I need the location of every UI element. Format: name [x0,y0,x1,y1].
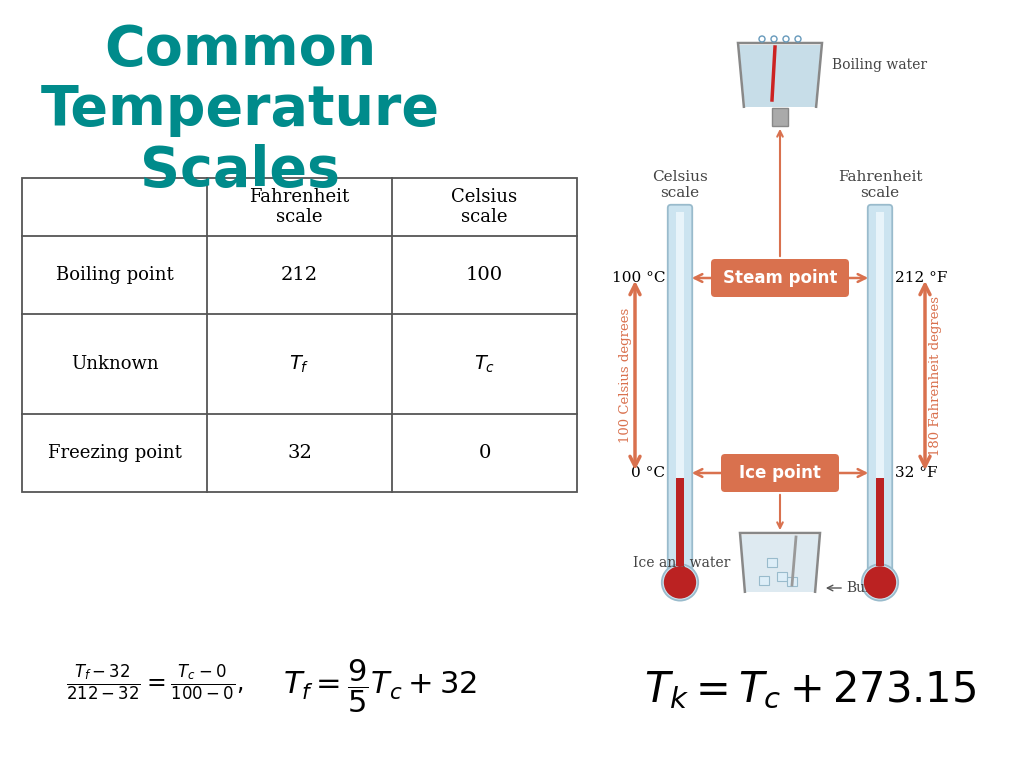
Text: Boiling point: Boiling point [55,266,173,284]
Bar [777,572,787,581]
Text: Ice and water: Ice and water [633,556,730,570]
FancyBboxPatch shape [668,205,692,571]
Text: Fahrenheit
scale: Fahrenheit scale [250,187,349,227]
FancyBboxPatch shape [711,259,849,297]
Text: $T_f$: $T_f$ [290,353,309,375]
Bar [676,478,684,566]
Text: 32: 32 [287,444,312,462]
Circle shape [664,566,696,598]
Text: Bulb: Bulb [846,581,879,595]
FancyBboxPatch shape [721,454,839,492]
Circle shape [864,566,896,598]
Bar [787,577,797,586]
Text: 100 Celsius degrees: 100 Celsius degrees [618,308,632,443]
Text: 100 °C: 100 °C [611,271,665,285]
Circle shape [862,564,898,601]
Bar [767,558,777,567]
Bar [759,576,769,585]
Text: Celsius
scale: Celsius scale [452,187,517,227]
Text: Boiling water: Boiling water [831,58,927,72]
Text: 0: 0 [478,444,490,462]
Text: $\frac{T_f - 32}{212 - 32} = \frac{T_c - 0}{100 - 0},$: $\frac{T_f - 32}{212 - 32} = \frac{T_c -… [67,663,244,703]
Circle shape [662,564,698,601]
Text: $T_f = \dfrac{9}{5}T_c + 32$: $T_f = \dfrac{9}{5}T_c + 32$ [283,657,477,715]
Bar [876,212,884,564]
Text: 0 °C: 0 °C [631,466,665,480]
FancyBboxPatch shape [867,205,892,571]
Text: Unknown: Unknown [71,355,159,373]
Text: Fahrenheit
scale: Fahrenheit scale [838,170,923,200]
Polygon shape [741,535,819,592]
Polygon shape [739,45,821,107]
Bar [676,212,684,564]
Text: 100: 100 [466,266,503,284]
Text: Freezing point: Freezing point [47,444,181,462]
Text: Ice point: Ice point [739,464,821,482]
Text: Common
Temperature
Scales: Common Temperature Scales [41,23,439,197]
Bar [22,178,577,492]
Text: 180 Fahrenheit degrees: 180 Fahrenheit degrees [929,296,941,455]
Bar [772,108,788,126]
Bar [876,478,884,566]
Text: Steam point: Steam point [723,269,838,287]
Text: $T_k = T_c + 273.15$: $T_k = T_c + 273.15$ [644,669,976,711]
Text: 212 °F: 212 °F [895,271,947,285]
Text: 212: 212 [281,266,318,284]
Text: $T_c$: $T_c$ [474,353,496,375]
Text: 32 °F: 32 °F [895,466,938,480]
Text: Celsius
scale: Celsius scale [652,170,708,200]
